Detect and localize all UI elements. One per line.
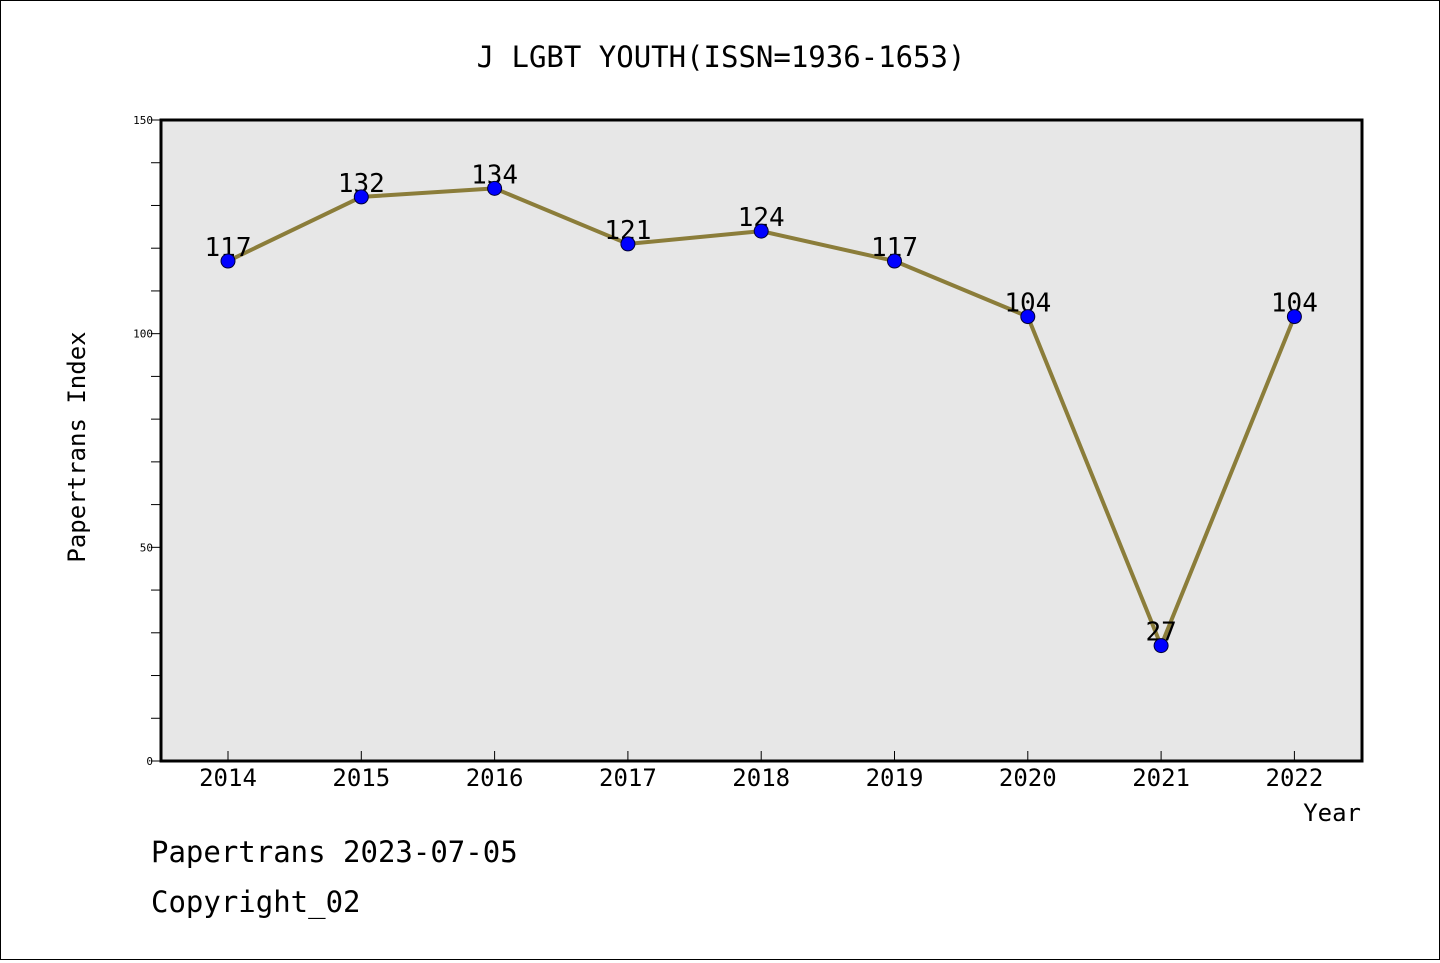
y-axis-label: Papertrans Index <box>63 331 91 562</box>
x-tick-label: 2015 <box>332 764 390 792</box>
x-tick-label: 2019 <box>866 764 924 792</box>
x-tick-label: 2020 <box>999 764 1057 792</box>
data-point <box>753 223 769 239</box>
data-point <box>1153 638 1169 654</box>
footer-copyright: Copyright_02 <box>151 885 361 919</box>
data-point <box>1020 309 1036 325</box>
data-point <box>220 253 236 269</box>
x-tick-label: 2022 <box>1266 764 1324 792</box>
y-axis-ticks: 0 50 100 150 <box>133 114 161 768</box>
y-tick-label: 100 <box>133 328 153 341</box>
x-axis-label: Year <box>1303 799 1361 827</box>
data-point <box>620 236 636 252</box>
x-tick-label: 2017 <box>599 764 657 792</box>
chart-title: J LGBT YOUTH(ISSN=1936-1653) <box>477 40 966 74</box>
data-point <box>353 189 369 205</box>
footer-date: Papertrans 2023-07-05 <box>151 835 518 869</box>
y-tick-label: 50 <box>140 541 153 554</box>
data-point <box>887 253 902 269</box>
data-points-group <box>220 180 1302 654</box>
x-tick-label: 2018 <box>732 764 790 792</box>
data-point <box>1286 309 1302 325</box>
y-tick-label: 150 <box>133 114 153 127</box>
x-tick-label: 2014 <box>199 764 257 792</box>
data-point <box>487 180 503 196</box>
y-tick-label: 0 <box>146 755 153 768</box>
x-tick-label: 2016 <box>466 764 524 792</box>
x-axis-ticks: 2014 2015 2016 2017 2018 2019 2020 2021 2022 <box>199 751 1323 792</box>
x-tick-label: 2021 <box>1132 764 1190 792</box>
y-axis-minor-ticks <box>151 162 161 719</box>
